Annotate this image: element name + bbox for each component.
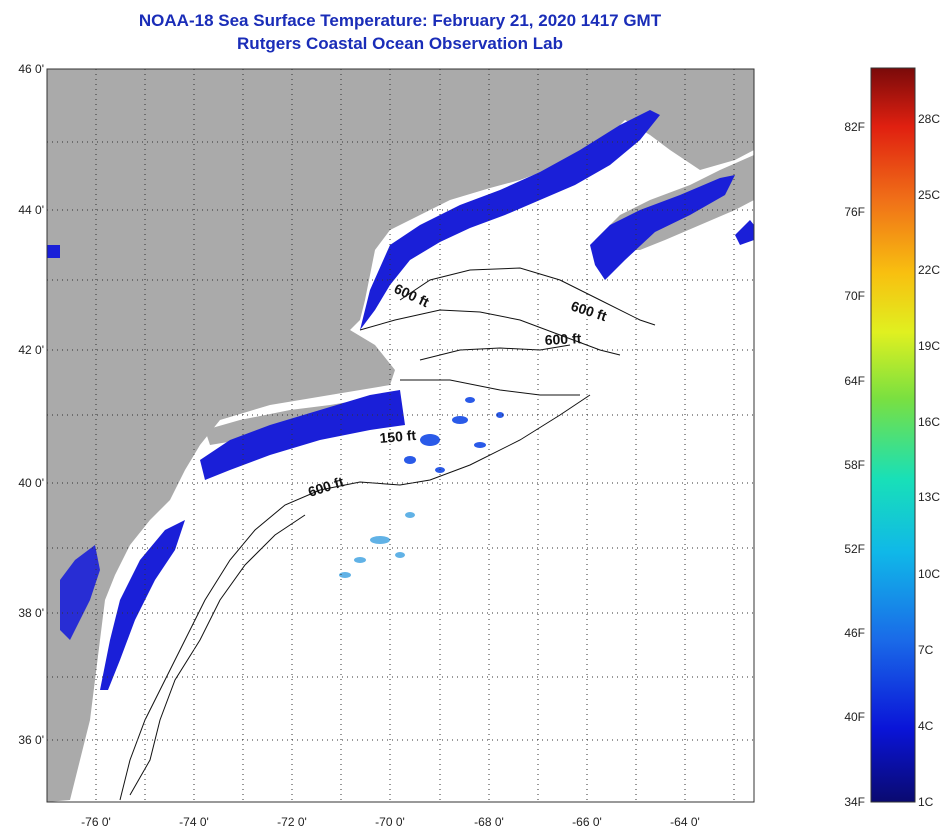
- lon-label: -66 0': [572, 815, 602, 829]
- cb-label-c: 16C: [918, 415, 940, 429]
- map-subtitle: Rutgers Coastal Ocean Observation Lab: [237, 34, 563, 53]
- cb-label-f: 34F: [844, 795, 865, 809]
- cb-label-f: 58F: [844, 458, 865, 472]
- cold-water-bay-of-fundy: [590, 175, 735, 280]
- cold-water-gulf-of-maine: [360, 110, 660, 330]
- lon-label: -68 0': [474, 815, 504, 829]
- scattered-patches: [404, 397, 504, 473]
- lon-label: -72 0': [277, 815, 307, 829]
- cb-label-c: 22C: [918, 263, 940, 277]
- cb-label-c: 13C: [918, 490, 940, 504]
- colorbar-fahrenheit-labels: 82F 76F 70F 64F 58F 52F 46F 40F 34F: [844, 120, 865, 809]
- cb-label-c: 25C: [918, 188, 940, 202]
- lon-label: -76 0': [81, 815, 111, 829]
- cb-label-f: 70F: [844, 289, 865, 303]
- cb-label-c: 28C: [918, 112, 940, 126]
- cb-label-f: 46F: [844, 626, 865, 640]
- lon-label: -74 0': [179, 815, 209, 829]
- cb-label-c: 4C: [918, 719, 934, 733]
- cb-label-f: 52F: [844, 542, 865, 556]
- lat-label: 40 0': [18, 476, 44, 490]
- bathymetry-contours: [119, 267, 656, 801]
- cb-label-c: 19C: [918, 339, 940, 353]
- cold-water-bays: [60, 545, 100, 640]
- cold-water-patch-west: [47, 245, 60, 258]
- cb-label-f: 64F: [844, 374, 865, 388]
- colorbar-celsius-labels: 28C 25C 22C 19C 16C 13C 10C 7C 4C 1C: [918, 112, 940, 809]
- cold-water-patch-east: [735, 220, 754, 245]
- colorbar: [870, 67, 916, 803]
- scattered-warm-patches: [339, 512, 415, 578]
- latitude-labels: 46 0' 44 0' 42 0' 40 0' 38 0' 36 0': [18, 62, 44, 747]
- land-mainland: [47, 69, 754, 802]
- graticule: [47, 69, 754, 802]
- lon-label: -70 0': [375, 815, 405, 829]
- lat-label: 36 0': [18, 733, 44, 747]
- cb-label-f: 76F: [844, 205, 865, 219]
- cold-water-mid-atlantic: [100, 520, 185, 690]
- lat-label: 46 0': [18, 62, 44, 76]
- lon-label: -64 0': [670, 815, 700, 829]
- contour-label-600-c: 600 ft: [544, 330, 582, 348]
- cb-label-f: 40F: [844, 710, 865, 724]
- map-title: NOAA-18 Sea Surface Temperature: Februar…: [138, 11, 662, 30]
- lat-label: 44 0': [18, 203, 44, 217]
- map-frame: [46, 68, 755, 803]
- cb-label-c: 7C: [918, 643, 934, 657]
- cb-label-c: 10C: [918, 567, 940, 581]
- lat-label: 42 0': [18, 343, 44, 357]
- longitude-labels: -76 0' -74 0' -72 0' -70 0' -68 0' -66 0…: [81, 815, 700, 829]
- cb-label-f: 82F: [844, 120, 865, 134]
- cold-water-shelf: [200, 390, 405, 480]
- cb-label-c: 1C: [918, 795, 934, 809]
- contour-label-150: 150 ft: [379, 427, 417, 446]
- lat-label: 38 0': [18, 606, 44, 620]
